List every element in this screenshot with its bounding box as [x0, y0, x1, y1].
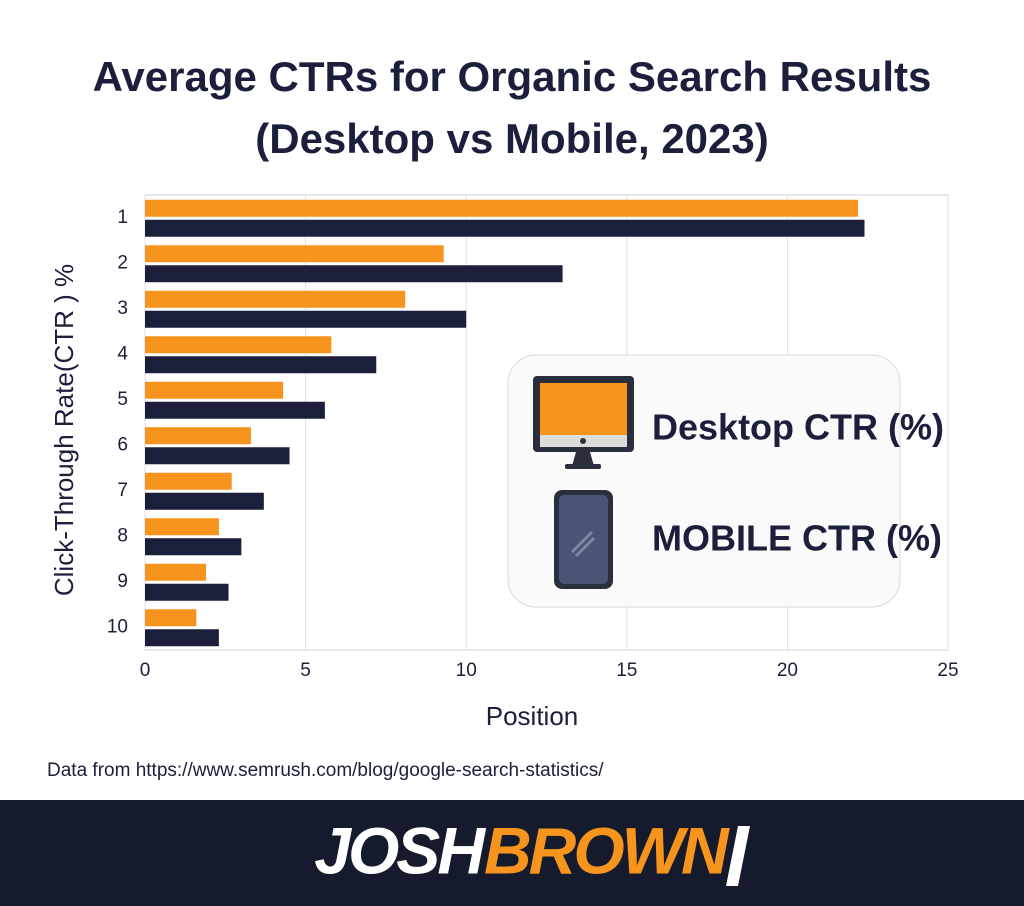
bar	[145, 245, 444, 263]
mobile-icon	[554, 490, 613, 589]
y-tick-label: 2	[117, 252, 128, 273]
footer-band	[0, 800, 1024, 906]
legend-label: MOBILE CTR (%)	[652, 518, 942, 559]
bar	[145, 356, 377, 374]
chart-subtitle: (Desktop vs Mobile, 2023)	[255, 115, 769, 162]
y-tick-label: 5	[117, 389, 128, 410]
y-tick-label: 7	[117, 480, 128, 501]
y-tick-label: 4	[117, 343, 128, 364]
desktop-icon	[533, 376, 634, 469]
x-tick-label: 0	[140, 660, 151, 681]
x-axis-label: Position	[486, 701, 579, 731]
y-tick-label: 1	[117, 207, 128, 228]
bar	[145, 199, 859, 217]
bar	[145, 447, 290, 465]
bar	[145, 472, 232, 490]
x-tick-label: 20	[777, 660, 798, 681]
y-tick-label: 8	[117, 525, 128, 546]
brand-stripe	[726, 826, 750, 886]
plot: 0 5 10 15 20 25 1 2 3 4 5 6 7 8 9 10	[107, 195, 959, 681]
bar	[145, 583, 229, 601]
bar	[145, 290, 406, 308]
y-axis-label: Click-Through Rate(CTR ) %	[49, 264, 79, 596]
bar	[145, 427, 251, 445]
bar	[145, 518, 219, 536]
bar	[145, 609, 197, 627]
chart-title: Average CTRs for Organic Search Results	[93, 53, 932, 100]
brand-first: JOSH	[314, 813, 486, 887]
y-tick-label: 3	[117, 298, 128, 319]
bar	[145, 381, 284, 399]
bar	[145, 265, 563, 283]
x-tick-label: 15	[616, 660, 637, 681]
x-tick-label: 10	[456, 660, 477, 681]
bar	[145, 563, 207, 581]
y-tick-label: 10	[107, 616, 128, 637]
x-tick-label: 25	[937, 660, 958, 681]
brand-second: BROWN	[484, 813, 730, 887]
bar	[145, 492, 264, 510]
source-note: Data from https://www.semrush.com/blog/g…	[47, 760, 604, 781]
bar	[145, 538, 242, 556]
x-tick-label: 5	[300, 660, 311, 681]
bar	[145, 336, 332, 354]
y-tick-label: 6	[117, 434, 128, 455]
legend-label: Desktop CTR (%)	[652, 407, 944, 448]
bar	[145, 629, 219, 647]
y-tick-label: 9	[117, 571, 128, 592]
legend: Desktop CTR (%) MOBILE CTR (%)	[507, 354, 944, 608]
bar	[145, 310, 467, 328]
bar	[145, 219, 865, 237]
bar	[145, 401, 325, 419]
